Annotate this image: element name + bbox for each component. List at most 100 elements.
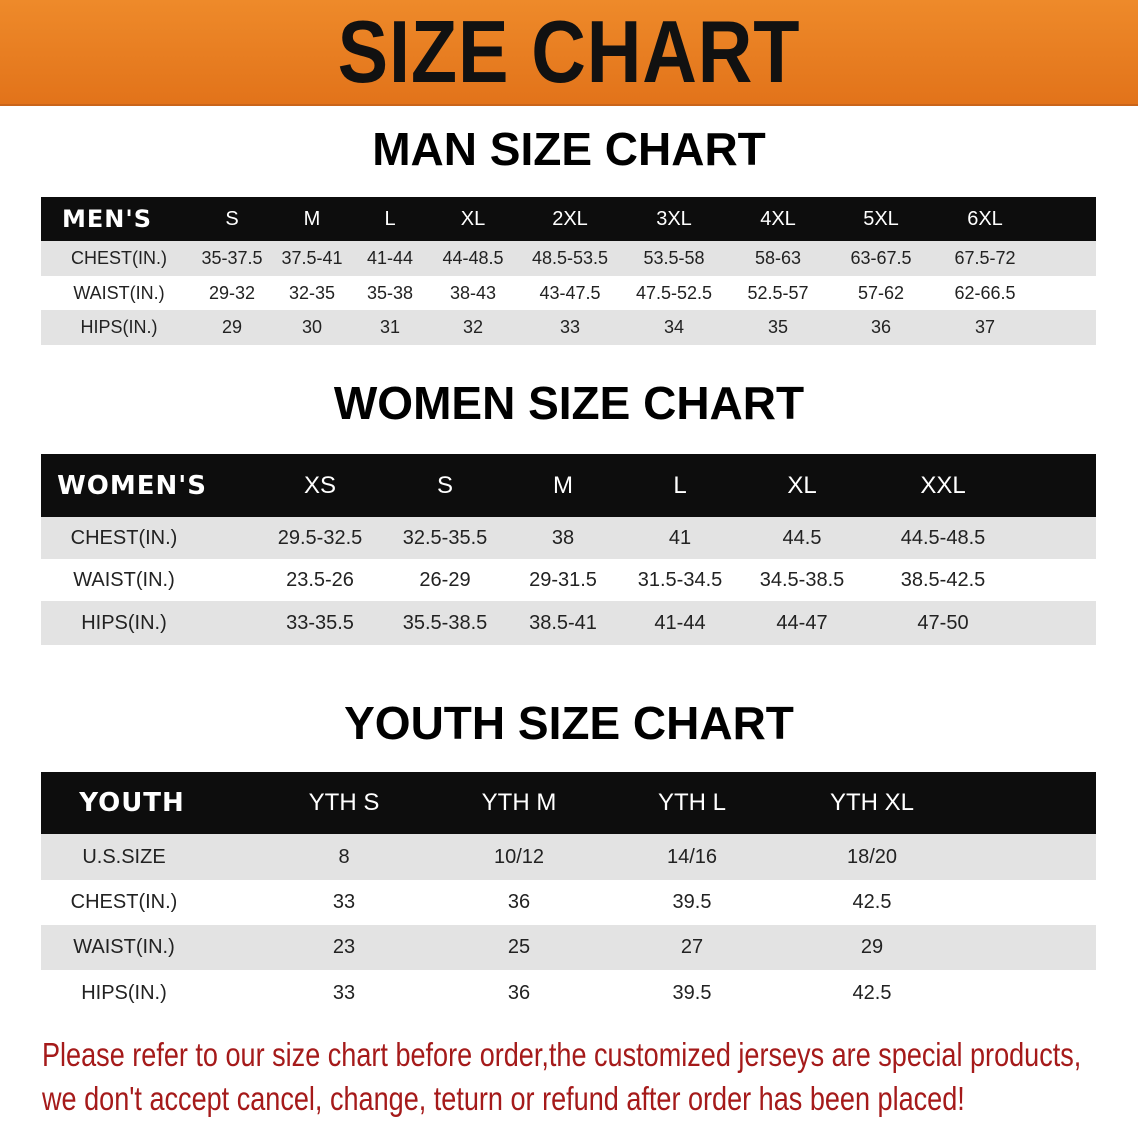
row-label: CHEST(IN.)	[71, 248, 167, 268]
measurement-cell: 33	[332, 891, 356, 913]
measurement-cell: 10/12	[493, 845, 545, 868]
row-label: HIPS(IN.)	[81, 981, 167, 1004]
youth-section-title: YOUTH SIZE CHART	[344, 697, 794, 749]
men-section-title: MAN SIZE CHART	[372, 123, 766, 175]
row-label: WAIST(IN.)	[73, 936, 175, 958]
measurement-cell: 33	[332, 981, 356, 1004]
row-label: WAIST(IN.)	[73, 568, 175, 591]
header-banner: SIZE CHART	[0, 0, 1138, 106]
table-title-cell: WOMEN'S	[57, 470, 207, 501]
measurement-cell: 35-38	[366, 282, 414, 303]
measurement-cell: 31	[379, 317, 401, 337]
measurement-cell: 37.5-41	[281, 248, 343, 268]
measurement-cell: 44.5	[782, 526, 822, 549]
women-size-table: WOMEN'S XS S M L XL XXL CHEST(IN.) 29.5-32.5 32.5…	[41, 454, 1096, 645]
measurement-cell: 32-35	[288, 282, 336, 303]
table-row: HIPS(IN.) 33-35.5 35.5-38.5 38.5-41 41-44 44-…	[41, 601, 1096, 645]
measurement-cell: 44-48.5	[442, 248, 504, 268]
measurement-cell: 37	[974, 317, 996, 337]
measurement-cell: 43-47.5	[539, 282, 601, 303]
disclaimer-line-1: Please refer to our size chart before or…	[42, 1036, 1082, 1073]
measurement-cell: 36	[870, 317, 892, 337]
measurement-cell: 33	[559, 317, 581, 337]
youth-size-table: YOUTH YTH S YTH M YTH L YTH XL U.S.SIZE 8 10/12…	[41, 772, 1096, 1016]
table-row: CHEST(IN.) 29.5-32.5 32.5-35.5 38 41 44.5 44.5…	[41, 517, 1096, 559]
measurement-cell: 23	[332, 936, 356, 958]
table-row: HIPS(IN.) 29 30 31 32 33 34 35 36 37	[41, 310, 1096, 345]
measurement-cell: 36	[507, 981, 531, 1004]
table-row: WAIST(IN.) 29-32 32-35 35-38 38-43 43-47.5 47.…	[41, 276, 1096, 310]
size-header-cell: YTH M	[481, 789, 557, 816]
measurement-cell: 41-44	[366, 248, 414, 268]
measurement-cell: 41	[668, 526, 692, 549]
table-title-cell: MEN'S	[62, 205, 152, 233]
measurement-cell: 33-35.5	[286, 611, 354, 634]
measurement-cell: 62-66.5	[954, 282, 1016, 303]
measurement-cell: 32.5-35.5	[402, 526, 488, 549]
measurement-cell: 29	[860, 936, 884, 958]
measurement-cell: 44.5-48.5	[900, 526, 986, 549]
measurement-cell: 35-37.5	[201, 248, 263, 268]
measurement-cell: 42.5	[852, 891, 892, 913]
measurement-cell: 29.5-32.5	[277, 526, 363, 549]
measurement-cell: 34.5-38.5	[759, 568, 845, 591]
row-label: HIPS(IN.)	[80, 317, 158, 337]
men-size-table: MEN'S S M L XL 2XL 3XL 4XL 5XL 6XL CHEST(IN.) 35-37…	[41, 197, 1096, 345]
measurement-cell: 32	[462, 317, 484, 337]
measurement-cell: 18/20	[846, 845, 898, 868]
size-header-cell: M	[303, 207, 321, 230]
page-title: SIZE CHART	[337, 2, 801, 101]
measurement-cell: 44-47	[776, 611, 828, 634]
measurement-cell: 35.5-38.5	[402, 611, 488, 634]
table-row: HIPS(IN.) 33 36 39.5 42.5	[41, 970, 1096, 1016]
measurement-cell: 14/16	[666, 845, 718, 868]
measurement-cell: 27	[680, 936, 704, 958]
table-row: CHEST(IN.) 33 36 39.5 42.5	[41, 880, 1096, 925]
disclaimer-line-2: we don't accept cancel, change, teturn o…	[42, 1080, 965, 1117]
table-row: U.S.SIZE 8 10/12 14/16 18/20	[41, 834, 1096, 880]
size-header-cell: M	[553, 471, 573, 499]
measurement-cell: 57-62	[857, 282, 905, 303]
measurement-cell: 23.5-26	[286, 568, 354, 591]
measurement-cell: 38-43	[449, 282, 497, 303]
measurement-cell: 29	[221, 317, 243, 337]
size-header-cell: XS	[303, 471, 337, 499]
size-header-cell: S	[225, 207, 239, 230]
row-label: WAIST(IN.)	[73, 282, 165, 303]
measurement-cell: 58-63	[754, 248, 802, 268]
size-header-cell: 4XL	[760, 207, 796, 230]
measurement-cell: 36	[507, 891, 531, 913]
table-row: CHEST(IN.) 35-37.5 37.5-41 41-44 44-48.5 48.5…	[41, 241, 1096, 276]
measurement-cell: 42.5	[852, 981, 892, 1004]
size-header-cell: 5XL	[863, 207, 899, 230]
measurement-cell: 29-31.5	[529, 568, 597, 591]
size-header-cell: 3XL	[656, 207, 692, 230]
measurement-cell: 47.5-52.5	[635, 282, 713, 303]
row-label: HIPS(IN.)	[81, 611, 167, 634]
measurement-cell: 34	[663, 317, 685, 337]
measurement-cell: 53.5-58	[643, 248, 705, 268]
size-header-cell: YTH S	[308, 789, 380, 816]
measurement-cell: 39.5	[672, 891, 712, 913]
measurement-cell: 26-29	[419, 568, 471, 591]
table-row: WAIST(IN.) 23.5-26 26-29 29-31.5 31.5-34.5 34…	[41, 559, 1096, 601]
size-header-cell: XL	[460, 207, 486, 230]
measurement-cell: 52.5-57	[747, 282, 809, 303]
size-header-cell: XL	[787, 471, 817, 499]
measurement-cell: 38.5-41	[529, 611, 597, 634]
measurement-cell: 67.5-72	[954, 248, 1016, 268]
measurement-cell: 25	[507, 936, 531, 958]
measurement-cell: 48.5-53.5	[531, 248, 609, 268]
size-header-cell: S	[436, 471, 454, 499]
measurement-cell: 41-44	[654, 611, 706, 634]
measurement-cell: 63-67.5	[850, 248, 912, 268]
header-row: MEN'S S M L XL 2XL 3XL 4XL 5XL 6XL	[41, 197, 1096, 241]
measurement-cell: 38	[551, 526, 575, 549]
measurement-cell: 35	[767, 317, 789, 337]
measurement-cell: 29-32	[208, 282, 256, 303]
measurement-cell: 47-50	[917, 611, 969, 634]
row-label: U.S.SIZE	[82, 845, 166, 868]
table-title-cell: YOUTH	[79, 788, 185, 818]
size-header-cell: YTH L	[657, 789, 727, 816]
size-header-cell: XXL	[920, 471, 966, 499]
